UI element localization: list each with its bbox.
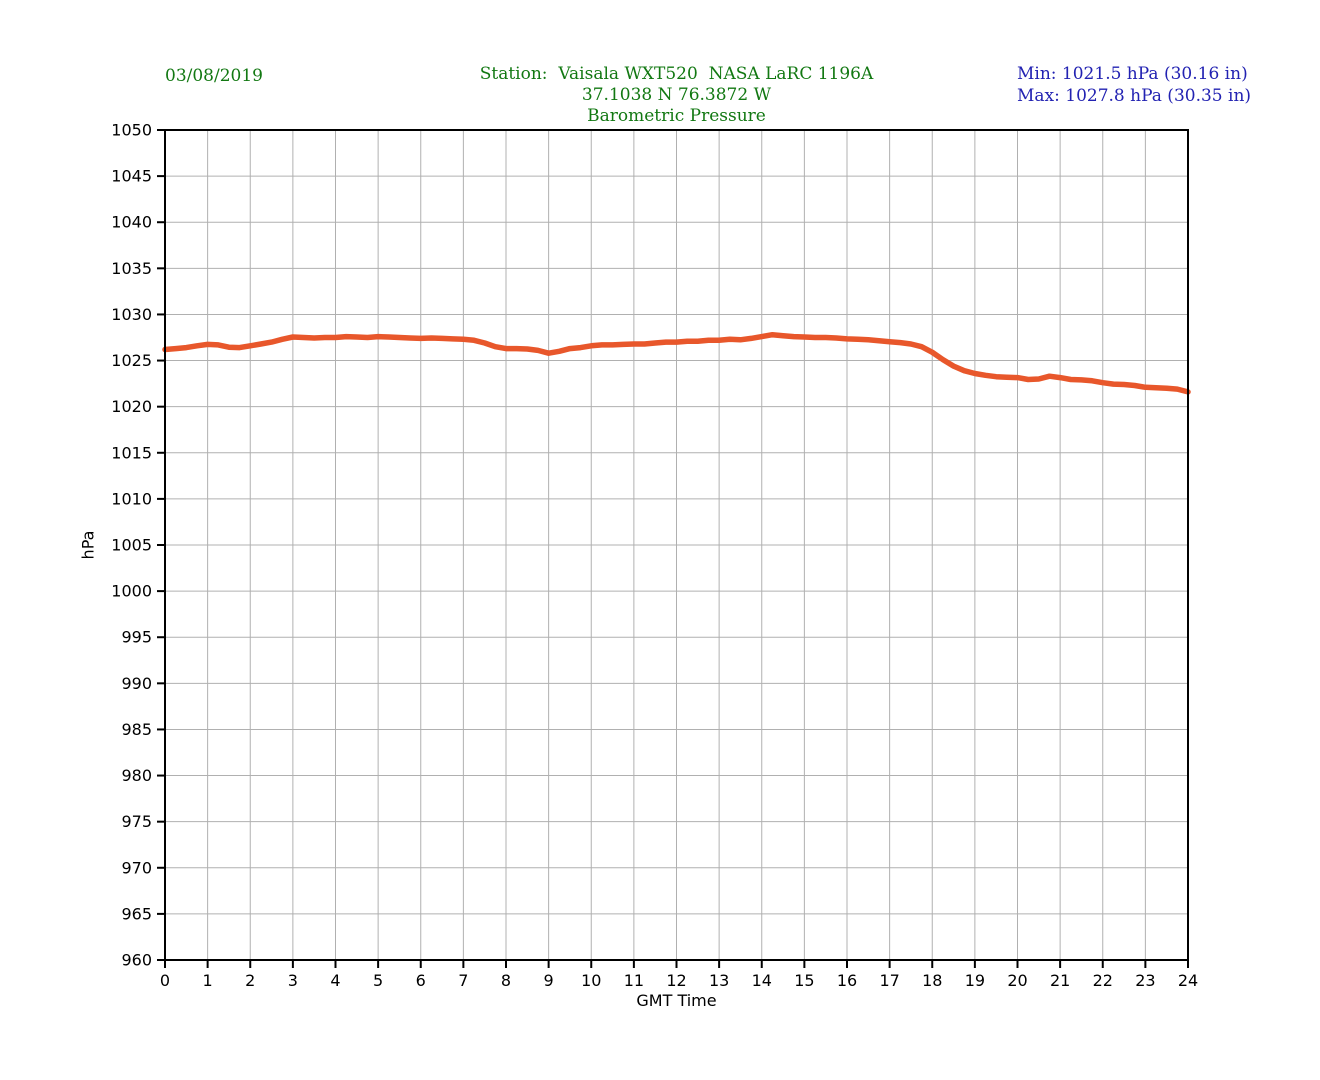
x-tick-label: 22 — [1093, 971, 1113, 990]
y-tick-label: 1000 — [111, 582, 152, 601]
y-tick-label: 1020 — [111, 397, 152, 416]
x-tick-label: 1 — [203, 971, 213, 990]
min-value-label: Min: 1021.5 hPa (30.16 in) — [1017, 64, 1248, 84]
y-tick-label: 1040 — [111, 213, 152, 232]
x-tick-label: 5 — [373, 971, 383, 990]
x-tick-label: 23 — [1135, 971, 1155, 990]
x-tick-label: 2 — [245, 971, 255, 990]
y-tick-label: 1015 — [111, 443, 152, 462]
y-tick-label: 985 — [121, 720, 152, 739]
y-tick-label: 1035 — [111, 259, 152, 278]
y-tick-label: 965 — [121, 904, 152, 923]
y-tick-label: 1005 — [111, 536, 152, 555]
y-tick-label: 995 — [121, 628, 152, 647]
y-tick-label: 980 — [121, 766, 152, 785]
station-title: Station: Vaisala WXT520 NASA LaRC 1196A — [479, 64, 874, 84]
y-tick-label: 975 — [121, 812, 152, 831]
date-label: 03/08/2019 — [165, 66, 263, 86]
x-tick-label: 18 — [922, 971, 942, 990]
y-tick-label: 1010 — [111, 489, 152, 508]
x-tick-label: 9 — [544, 971, 554, 990]
y-tick-label: 990 — [121, 674, 152, 693]
minmax-block: Min: 1021.5 hPa (30.16 in) Max: 1027.8 h… — [1017, 64, 1251, 107]
max-value-label: Max: 1027.8 hPa (30.35 in) — [1017, 85, 1252, 106]
x-tick-label: 6 — [416, 971, 426, 990]
x-axis-title: GMT Time — [636, 991, 717, 1010]
y-tick-label: 960 — [121, 951, 152, 970]
x-tick-label: 19 — [965, 971, 985, 990]
x-tick-label: 12 — [666, 971, 686, 990]
x-tick-label: 10 — [581, 971, 601, 990]
x-tick-label: 0 — [160, 971, 170, 990]
x-tick-label: 13 — [709, 971, 729, 990]
x-tick-label: 15 — [794, 971, 814, 990]
plot-title: Barometric Pressure — [587, 106, 766, 126]
x-tick-label: 24 — [1178, 971, 1198, 990]
y-tick-label: 970 — [121, 858, 152, 877]
coordinates-label: 37.1038 N 76.3872 W — [581, 85, 772, 105]
pressure-series-line — [162, 331, 1191, 395]
y-tick-label: 1025 — [111, 351, 152, 370]
x-tick-label: 7 — [458, 971, 468, 990]
chart-title-block: Station: Vaisala WXT520 NASA LaRC 1196A … — [165, 64, 1188, 127]
x-tick-label: 17 — [879, 971, 899, 990]
x-tick-label: 8 — [501, 971, 511, 990]
x-tick-label: 3 — [288, 971, 298, 990]
x-tick-label: 20 — [1007, 971, 1027, 990]
x-tick-label: 21 — [1050, 971, 1070, 990]
x-tick-label: 16 — [837, 971, 857, 990]
y-tick-label: 1045 — [111, 167, 152, 186]
y-tick-label: 1050 — [111, 121, 152, 140]
x-tick-label: 4 — [330, 971, 340, 990]
y-tick-label: 1030 — [111, 305, 152, 324]
x-tick-label: 14 — [752, 971, 772, 990]
x-tick-label: 11 — [624, 971, 644, 990]
